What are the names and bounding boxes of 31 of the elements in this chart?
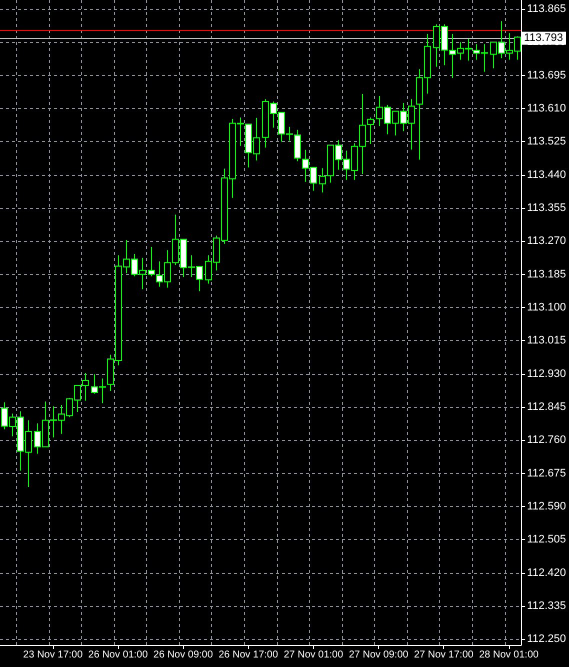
x-tick-label: 26 Nov 01:00 xyxy=(88,650,148,660)
y-tick-label: 113.525 xyxy=(527,136,566,148)
y-tick-label: 113.015 xyxy=(527,334,566,347)
y-tick-label: 113.270 xyxy=(527,235,566,248)
x-tick-label: 27 Nov 17:00 xyxy=(414,650,474,660)
y-tick-label: 112.420 xyxy=(527,566,566,579)
x-tick-label: 23 Nov 17:00 xyxy=(23,650,84,660)
y-tick-label: 113.695 xyxy=(527,69,566,82)
y-tick-label: 113.355 xyxy=(527,202,566,214)
x-tick-label: 26 Nov 17:00 xyxy=(218,650,278,660)
y-tick-label: 112.845 xyxy=(527,400,566,413)
y-tick-label: 112.590 xyxy=(527,500,566,512)
y-tick-label: 113.440 xyxy=(527,168,566,181)
y-tick-label: 112.250 xyxy=(527,633,566,646)
y-tick-label: 113.610 xyxy=(527,102,566,114)
x-tick-label: 26 Nov 09:00 xyxy=(153,650,214,660)
x-tick-label: 27 Nov 01:00 xyxy=(284,650,344,660)
candlestick xyxy=(367,116,374,144)
candlestick xyxy=(148,246,155,277)
y-tick-label: 112.930 xyxy=(527,368,566,380)
y-tick-label: 112.760 xyxy=(527,434,566,446)
ref-line-label: 113.793 xyxy=(524,32,564,44)
y-tick-label: 113.100 xyxy=(527,301,566,314)
y-tick-label: 112.335 xyxy=(527,600,566,612)
y-tick-label: 113.185 xyxy=(527,268,566,280)
x-tick-label: 27 Nov 09:00 xyxy=(348,650,409,660)
y-tick-label: 113.865 xyxy=(527,2,566,15)
y-tick-label: 112.505 xyxy=(527,534,566,546)
y-tick-label: 112.675 xyxy=(527,467,566,480)
candlestick xyxy=(319,168,326,193)
x-tick-label: 28 Nov 01:00 xyxy=(479,650,540,660)
